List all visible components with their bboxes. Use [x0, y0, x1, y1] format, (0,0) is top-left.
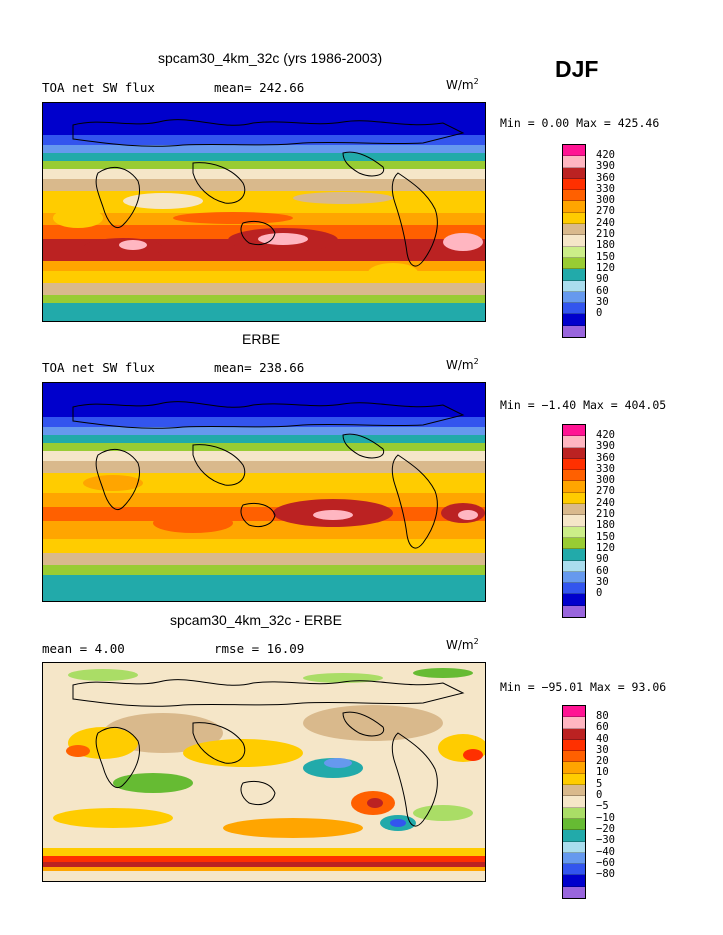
colorbar-label: 210: [596, 228, 615, 241]
panel2-minmax: Min = −1.40 Max = 404.05: [500, 398, 667, 412]
colorbar-label: 390: [596, 160, 615, 173]
panel1-field-plot: [43, 103, 485, 321]
panel2-colorbar: [562, 424, 586, 619]
colorbar-label: 240: [596, 216, 615, 229]
colorbar-label: −60: [596, 856, 615, 869]
colorbar-label: −5: [596, 800, 609, 813]
colorbar-label: 5: [596, 777, 603, 790]
panel3-rmse-label: rmse = 16.09: [214, 641, 305, 656]
panel2-field-plot: [43, 383, 485, 601]
colorbar-label: 0: [596, 587, 603, 600]
panel3-map: [42, 662, 486, 882]
colorbar-label: 40: [596, 732, 609, 745]
colorbar-label: 180: [596, 519, 615, 532]
panel3-unit: W/m2: [446, 637, 479, 652]
panel1-unit: W/m2: [446, 77, 479, 92]
colorbar-label: 180: [596, 239, 615, 252]
panel1-colorbar-labels: 420 390 360 330 300 270 240 210 180 150 …: [596, 149, 615, 320]
colorbar-label: −40: [596, 845, 615, 858]
colorbar-label: 90: [596, 273, 609, 286]
colorbar-label: 30: [596, 575, 609, 588]
panel3-mean-label: mean = 4.00: [42, 641, 125, 656]
colorbar-label: 60: [596, 564, 609, 577]
colorbar-label: 120: [596, 261, 615, 274]
panel3-title: spcam30_4km_32c - ERBE: [170, 612, 342, 628]
colorbar-label: 300: [596, 194, 615, 207]
colorbar-label: 390: [596, 440, 615, 453]
colorbar-label: 120: [596, 541, 615, 554]
colorbar-label: −10: [596, 811, 615, 824]
colorbar-label: 150: [596, 250, 615, 263]
season-label: DJF: [555, 56, 599, 82]
colorbar-label: 60: [596, 721, 609, 734]
colorbar-label: 0: [596, 789, 603, 802]
panel2-title: ERBE: [242, 331, 281, 347]
colorbar-label: 150: [596, 530, 615, 543]
colorbar-label: −80: [596, 868, 615, 881]
colorbar-label: 330: [596, 182, 615, 195]
panel1-title: spcam30_4km_32c (yrs 1986-2003): [158, 50, 383, 66]
colorbar-label: 210: [596, 508, 615, 521]
colorbar-label: 90: [596, 553, 609, 566]
panel1-minmax: Min = 0.00 Max = 425.46: [500, 116, 660, 130]
colorbar-label: 330: [596, 462, 615, 475]
panel1-field-label: TOA net SW flux: [42, 80, 155, 95]
colorbar-label: 270: [596, 485, 615, 498]
panel3-field-plot: [43, 663, 485, 881]
panel2-field-label: TOA net SW flux: [42, 360, 155, 375]
panel2-mean-label: mean= 238.66: [214, 360, 305, 375]
panel3-colorbar-labels: 80 60 40 30 20 10 5 0 −5 −10 −20 −30 −40…: [596, 710, 615, 881]
panel2-map: [42, 382, 486, 602]
colorbar-label: 300: [596, 474, 615, 487]
colorbar-label: 80: [596, 710, 609, 722]
panel3-colorbar: [562, 705, 586, 900]
colorbar-label: 240: [596, 496, 615, 509]
colorbar-label: 0: [596, 307, 603, 320]
colorbar-label: 30: [596, 295, 609, 308]
panel2-colorbar-labels: 420 390 360 330 300 270 240 210 180 150 …: [596, 429, 615, 600]
colorbar-label: 30: [596, 743, 609, 756]
colorbar-label: 420: [596, 429, 615, 441]
colorbar-label: −20: [596, 822, 615, 835]
colorbar-label: 20: [596, 755, 609, 768]
colorbar-label: 60: [596, 284, 609, 297]
colorbar-label: 10: [596, 766, 609, 779]
colorbar-label: 360: [596, 451, 615, 464]
colorbar-label: 360: [596, 171, 615, 184]
panel2-unit: W/m2: [446, 357, 479, 372]
panel1-colorbar: [562, 144, 586, 339]
panel3-minmax: Min = −95.01 Max = 93.06: [500, 680, 667, 694]
colorbar-label: 420: [596, 149, 615, 161]
panel1-mean-label: mean= 242.66: [214, 80, 305, 95]
colorbar-label: 270: [596, 205, 615, 218]
panel1-map: [42, 102, 486, 322]
colorbar-label: −30: [596, 834, 615, 847]
